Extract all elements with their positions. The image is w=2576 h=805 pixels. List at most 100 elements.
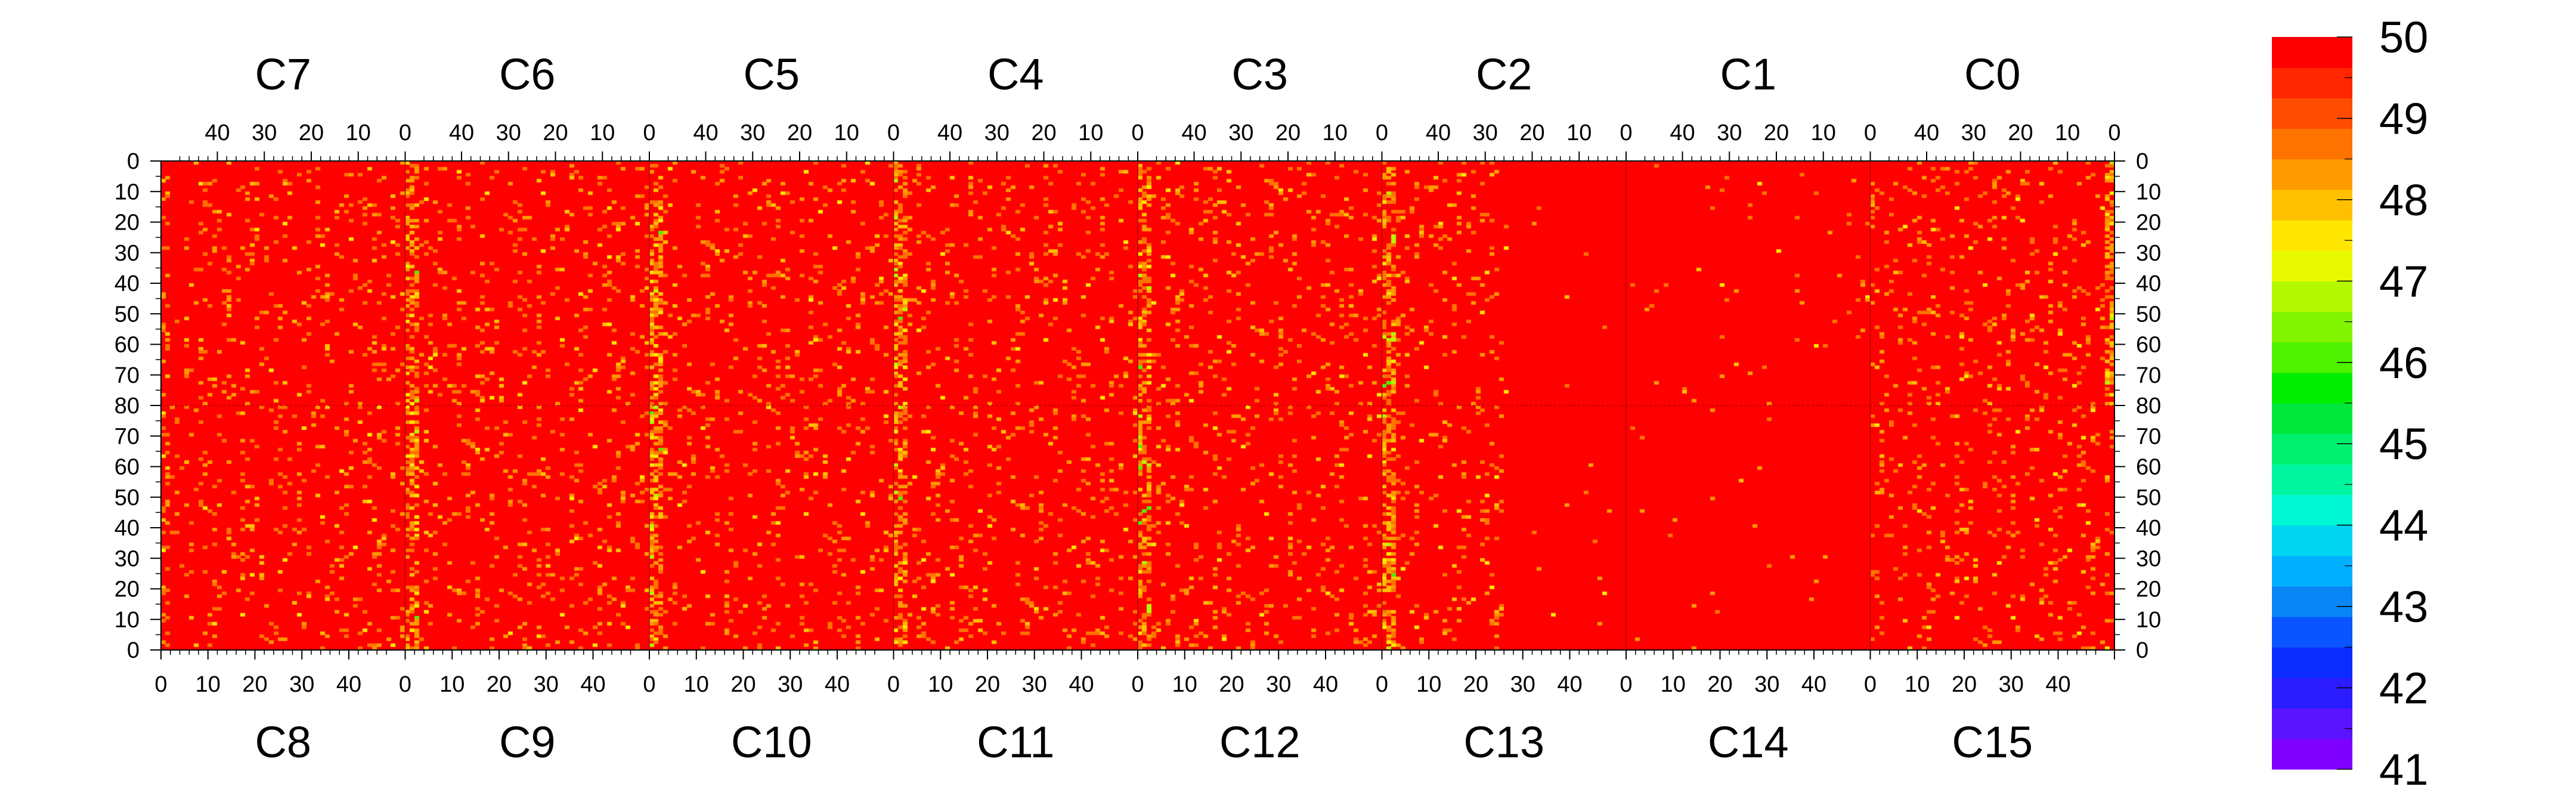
chip-label-top: C0: [1964, 49, 2021, 99]
colorbar-segment: [2272, 67, 2352, 98]
colorbar-segment: [2272, 372, 2352, 404]
top-tick-label: 40: [1181, 120, 1206, 145]
top-tick-label: 30: [740, 120, 765, 145]
right-tick-label: 20: [2136, 577, 2161, 602]
bottom-tick-label: 20: [1219, 672, 1244, 697]
bottom-tick-label: 40: [825, 672, 850, 697]
chip-label-bottom: C9: [499, 717, 556, 767]
bottom-tick-label: 30: [1022, 672, 1047, 697]
bottom-tick-label: 30: [1266, 672, 1291, 697]
colorbar-segment: [2272, 311, 2352, 343]
top-tick-label: 40: [1914, 120, 1939, 145]
right-tick-label: 10: [2136, 179, 2161, 205]
top-tick-label: 10: [2055, 120, 2080, 145]
right-tick-label: 0: [2136, 149, 2148, 174]
left-tick-label: 40: [114, 271, 140, 296]
chip-label-top: C1: [1720, 49, 1776, 99]
colorbar-label: 49: [2379, 94, 2428, 143]
bottom-tick-label: 30: [1999, 672, 2024, 697]
right-tick-label: 60: [2136, 333, 2161, 358]
top-tick-label: 30: [1961, 120, 1986, 145]
chip-label-bottom: C11: [977, 717, 1054, 767]
colorbar-segment: [2272, 738, 2352, 770]
top-tick-label: 20: [2008, 120, 2033, 145]
left-tick-label: 20: [114, 577, 140, 602]
top-tick-label: 0: [399, 120, 411, 145]
top-tick-label: 0: [887, 120, 900, 145]
colorbar-segment: [2272, 708, 2352, 739]
bottom-tick-label: 20: [242, 672, 267, 697]
top-tick-label: 40: [937, 120, 962, 145]
bottom-tick-label: 40: [580, 672, 605, 697]
chip-label-top: C7: [255, 49, 311, 99]
colorbar-segment: [2272, 647, 2352, 679]
chip-label-bottom: C12: [1219, 717, 1301, 767]
color-scale-bar: 50 49 48 47 46 45 44 43 42 41: [2272, 13, 2428, 794]
top-tick-label: 30: [496, 120, 521, 145]
top-tick-label: 20: [1764, 120, 1789, 145]
left-tick-label: 60: [114, 455, 140, 480]
colorbar-segment: [2272, 98, 2352, 129]
colorbar-segment: [2272, 403, 2352, 434]
left-tick-label: 0: [127, 149, 140, 174]
top-tick-label: 20: [543, 120, 568, 145]
left-tick-label: 60: [114, 333, 140, 358]
colorbar-segment: [2272, 281, 2352, 312]
bottom-tick-label: 10: [928, 672, 953, 697]
right-tick-label: 70: [2136, 363, 2161, 388]
axis-ticks: 40 30 20 10 0 0 10 20 30 40 40 30 20 10 0 0 10 20 30 40 40 30…: [114, 120, 2162, 697]
colorbar-segment: [2272, 159, 2352, 190]
left-tick-label: 70: [114, 424, 140, 449]
bottom-tick-label: 10: [1661, 672, 1686, 697]
bottom-tick-label: 40: [2045, 672, 2070, 697]
top-tick-label: 0: [1620, 120, 1632, 145]
bottom-tick-label: 40: [1801, 672, 1826, 697]
bottom-tick-label: 10: [439, 672, 465, 697]
bottom-tick-label: 0: [154, 672, 167, 697]
colorbar-label: 45: [2379, 419, 2428, 469]
bottom-tick-label: 10: [196, 672, 221, 697]
top-tick-label: 40: [205, 120, 230, 145]
chip-label-bottom: C14: [1708, 717, 1789, 767]
bottom-tick-label: 0: [399, 672, 411, 697]
colorbar-segment: [2272, 677, 2352, 709]
top-tick-label: 10: [834, 120, 859, 145]
chip-label-bottom: C8: [255, 717, 311, 767]
bottom-tick-label: 30: [778, 672, 803, 697]
colorbar-segment: [2272, 494, 2352, 526]
top-tick-label: 40: [693, 120, 718, 145]
bottom-tick-label: 10: [1416, 672, 1441, 697]
bottom-tick-label: 20: [975, 672, 1000, 697]
top-tick-label: 20: [1275, 120, 1301, 145]
right-tick-label: 50: [2136, 485, 2161, 510]
colorbar-label: 42: [2379, 664, 2428, 713]
bottom-tick-label: 40: [1069, 672, 1094, 697]
top-tick-label: 20: [299, 120, 324, 145]
bottom-tick-label: 40: [336, 672, 361, 697]
top-tick-label: 10: [590, 120, 615, 145]
bottom-tick-label: 40: [1557, 672, 1582, 697]
bottom-tick-label: 0: [1376, 672, 1388, 697]
bottom-tick-label: 20: [1707, 672, 1732, 697]
colorbar-label: 47: [2379, 256, 2428, 306]
bottom-tick-label: 20: [487, 672, 512, 697]
colorbar-segment: [2272, 220, 2352, 251]
left-tick-label: 40: [114, 516, 140, 541]
bottom-tick-label: 30: [1510, 672, 1535, 697]
right-tick-label: 70: [2136, 424, 2161, 449]
top-tick-label: 10: [1811, 120, 1836, 145]
bottom-tick-label: 10: [684, 672, 709, 697]
bottom-tick-label: 0: [643, 672, 655, 697]
right-tick-label: 60: [2136, 455, 2161, 480]
left-tick-label: 10: [114, 179, 140, 205]
bottom-tick-label: 0: [887, 672, 900, 697]
chip-label-top: C4: [987, 49, 1044, 99]
colorbar-segment: [2272, 342, 2352, 373]
left-tick-label: 80: [114, 394, 140, 419]
right-tick-label: 80: [2136, 394, 2161, 419]
left-tick-label: 30: [114, 546, 140, 571]
chip-label-top: C2: [1476, 49, 1532, 99]
top-tick-label: 10: [1323, 120, 1348, 145]
right-tick-label: 30: [2136, 546, 2161, 571]
left-tick-label: 50: [114, 302, 140, 327]
